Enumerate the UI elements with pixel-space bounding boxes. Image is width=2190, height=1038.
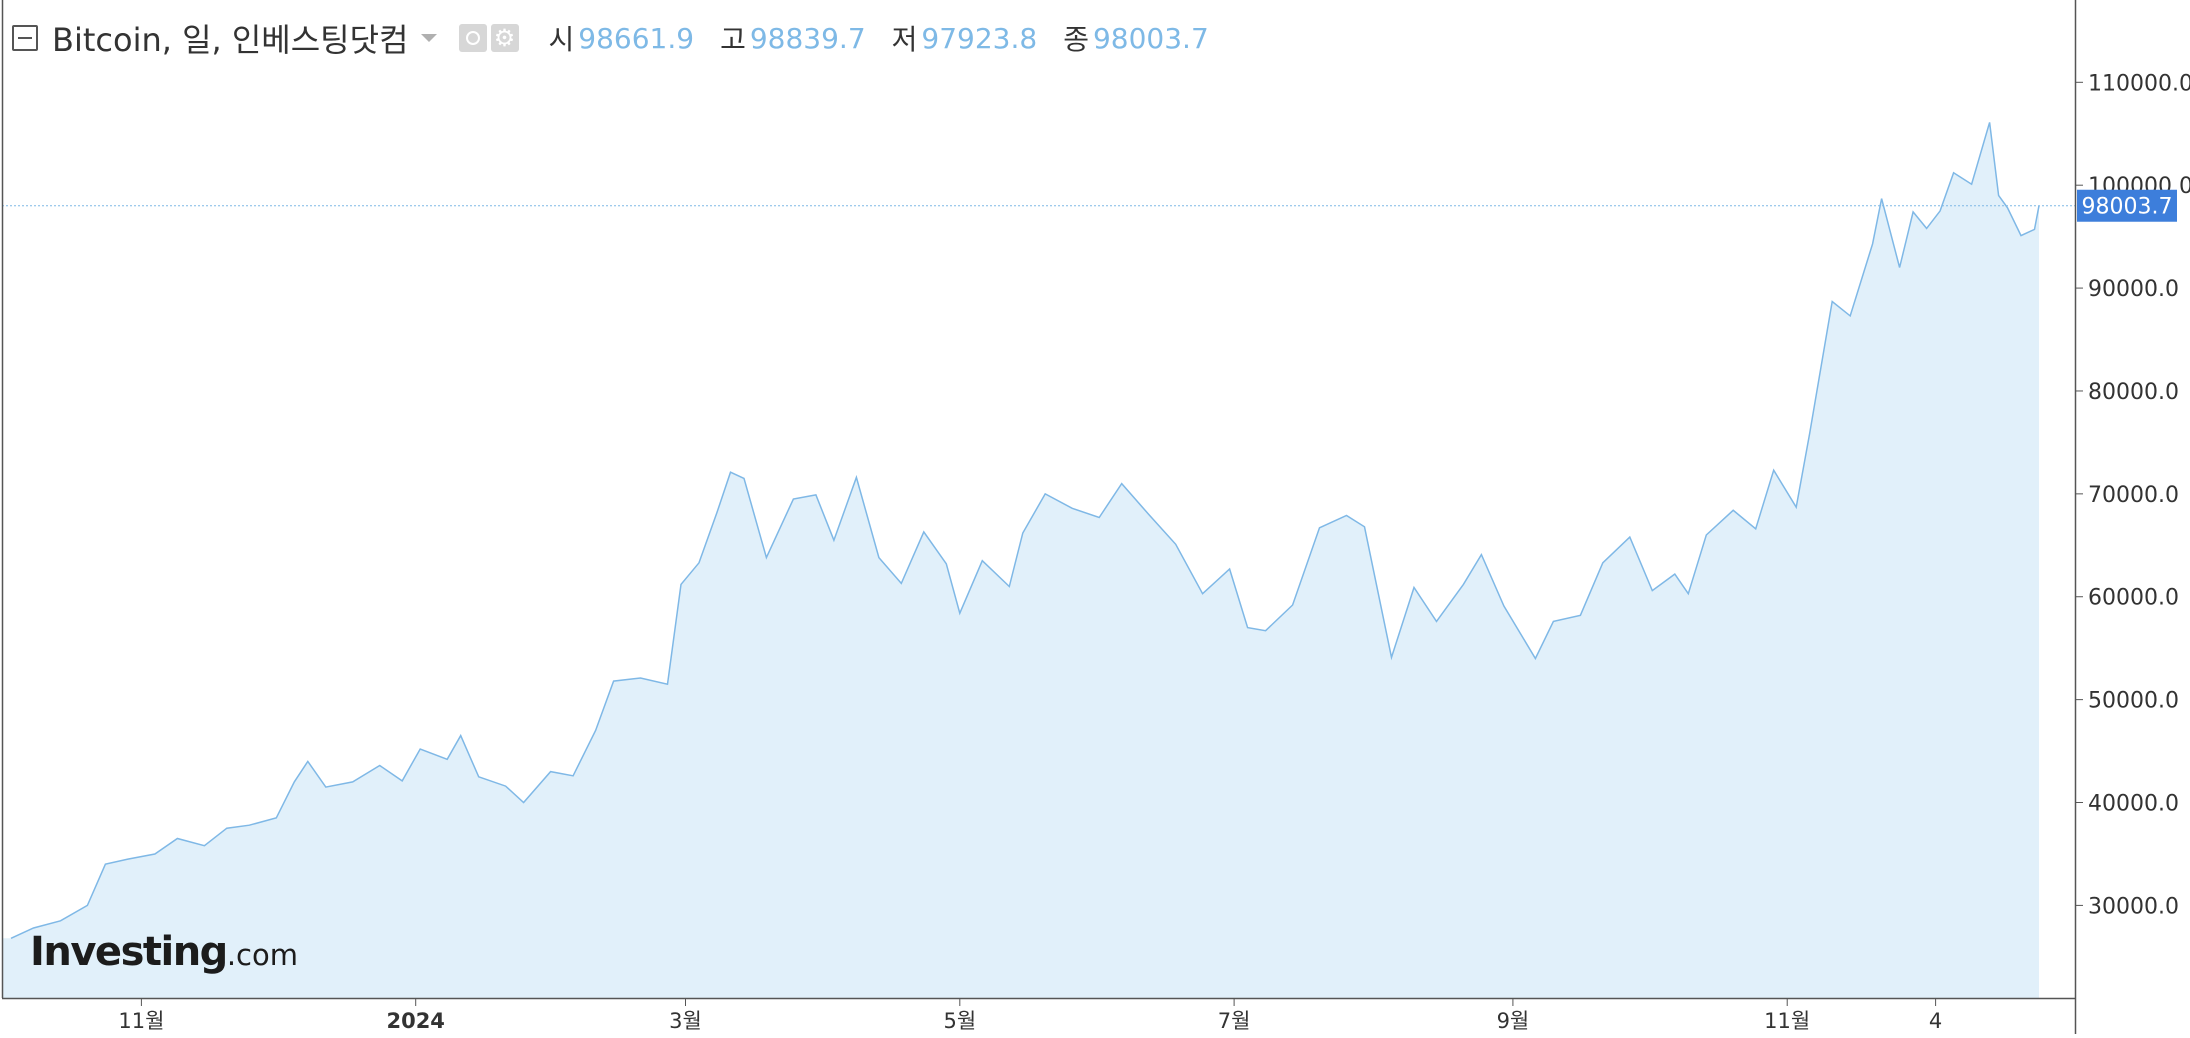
high-label: 고: [720, 23, 746, 56]
price-line: [10, 122, 2040, 939]
close-label: 종: [1063, 23, 1089, 56]
x-tick-label: 7월: [1218, 1009, 1251, 1033]
x-tick-label: 11월: [118, 1009, 164, 1033]
y-tick-label: 110000.0: [2088, 71, 2190, 96]
chart-legend: Bitcoin, 일, 인베스팅닷컴 시 98661.9 고 98839.7 저…: [12, 16, 1235, 60]
price-area-fill: [2, 122, 2039, 998]
watermark-brand: Investing: [30, 929, 227, 975]
y-tick-label: 80000.0: [2088, 380, 2179, 405]
investing-watermark: Investing.com: [30, 929, 298, 975]
x-tick-label: 5월: [943, 1009, 976, 1033]
low-value: 97923.8: [921, 21, 1038, 55]
collapse-legend-icon[interactable]: [12, 25, 38, 51]
x-tick-label: 3월: [669, 1009, 702, 1033]
chevron-down-icon[interactable]: [420, 34, 437, 42]
low-label: 저: [891, 23, 918, 56]
symbol-title[interactable]: Bitcoin, 일, 인베스팅닷컴: [52, 21, 409, 59]
y-tick-label: 60000.0: [2088, 586, 2179, 611]
svg-text:Investing.com: Investing.com: [30, 929, 298, 975]
y-tick-label: 90000.0: [2088, 277, 2179, 302]
last-price-tag-label: 98003.7: [2082, 195, 2173, 220]
x-tick-label: 4: [1929, 1009, 1942, 1033]
y-tick-label: 70000.0: [2088, 483, 2179, 508]
open-value: 98661.9: [578, 21, 695, 55]
x-tick-label: 2024: [386, 1009, 444, 1033]
x-axis-ticks: 11월 2024 3월 5월 7월 9월 11월 4: [118, 998, 1942, 1033]
x-tick-label: 11월: [1764, 1009, 1810, 1033]
eye-icon[interactable]: [458, 24, 487, 52]
y-axis-ticks: 30000.0 40000.0 50000.0 60000.0 70000.0 80000…: [2075, 71, 2190, 919]
high-value: 98839.7: [749, 21, 866, 55]
gear-icon[interactable]: [490, 22, 519, 54]
ohlc-values: 시 98661.9 고 98839.7 저 97923.8 종 98003.7: [549, 18, 1235, 58]
x-tick-label: 9월: [1497, 1009, 1530, 1033]
open-label: 시: [548, 23, 575, 56]
y-tick-label: 30000.0: [2088, 894, 2179, 919]
watermark-suffix: .com: [227, 938, 298, 972]
y-tick-label: 40000.0: [2088, 792, 2179, 817]
last-price-tag: 98003.7: [2077, 189, 2177, 222]
last-price-tag-background: [2077, 189, 2177, 222]
close-value: 98003.7: [1092, 21, 1209, 55]
y-tick-label: 50000.0: [2088, 689, 2179, 714]
